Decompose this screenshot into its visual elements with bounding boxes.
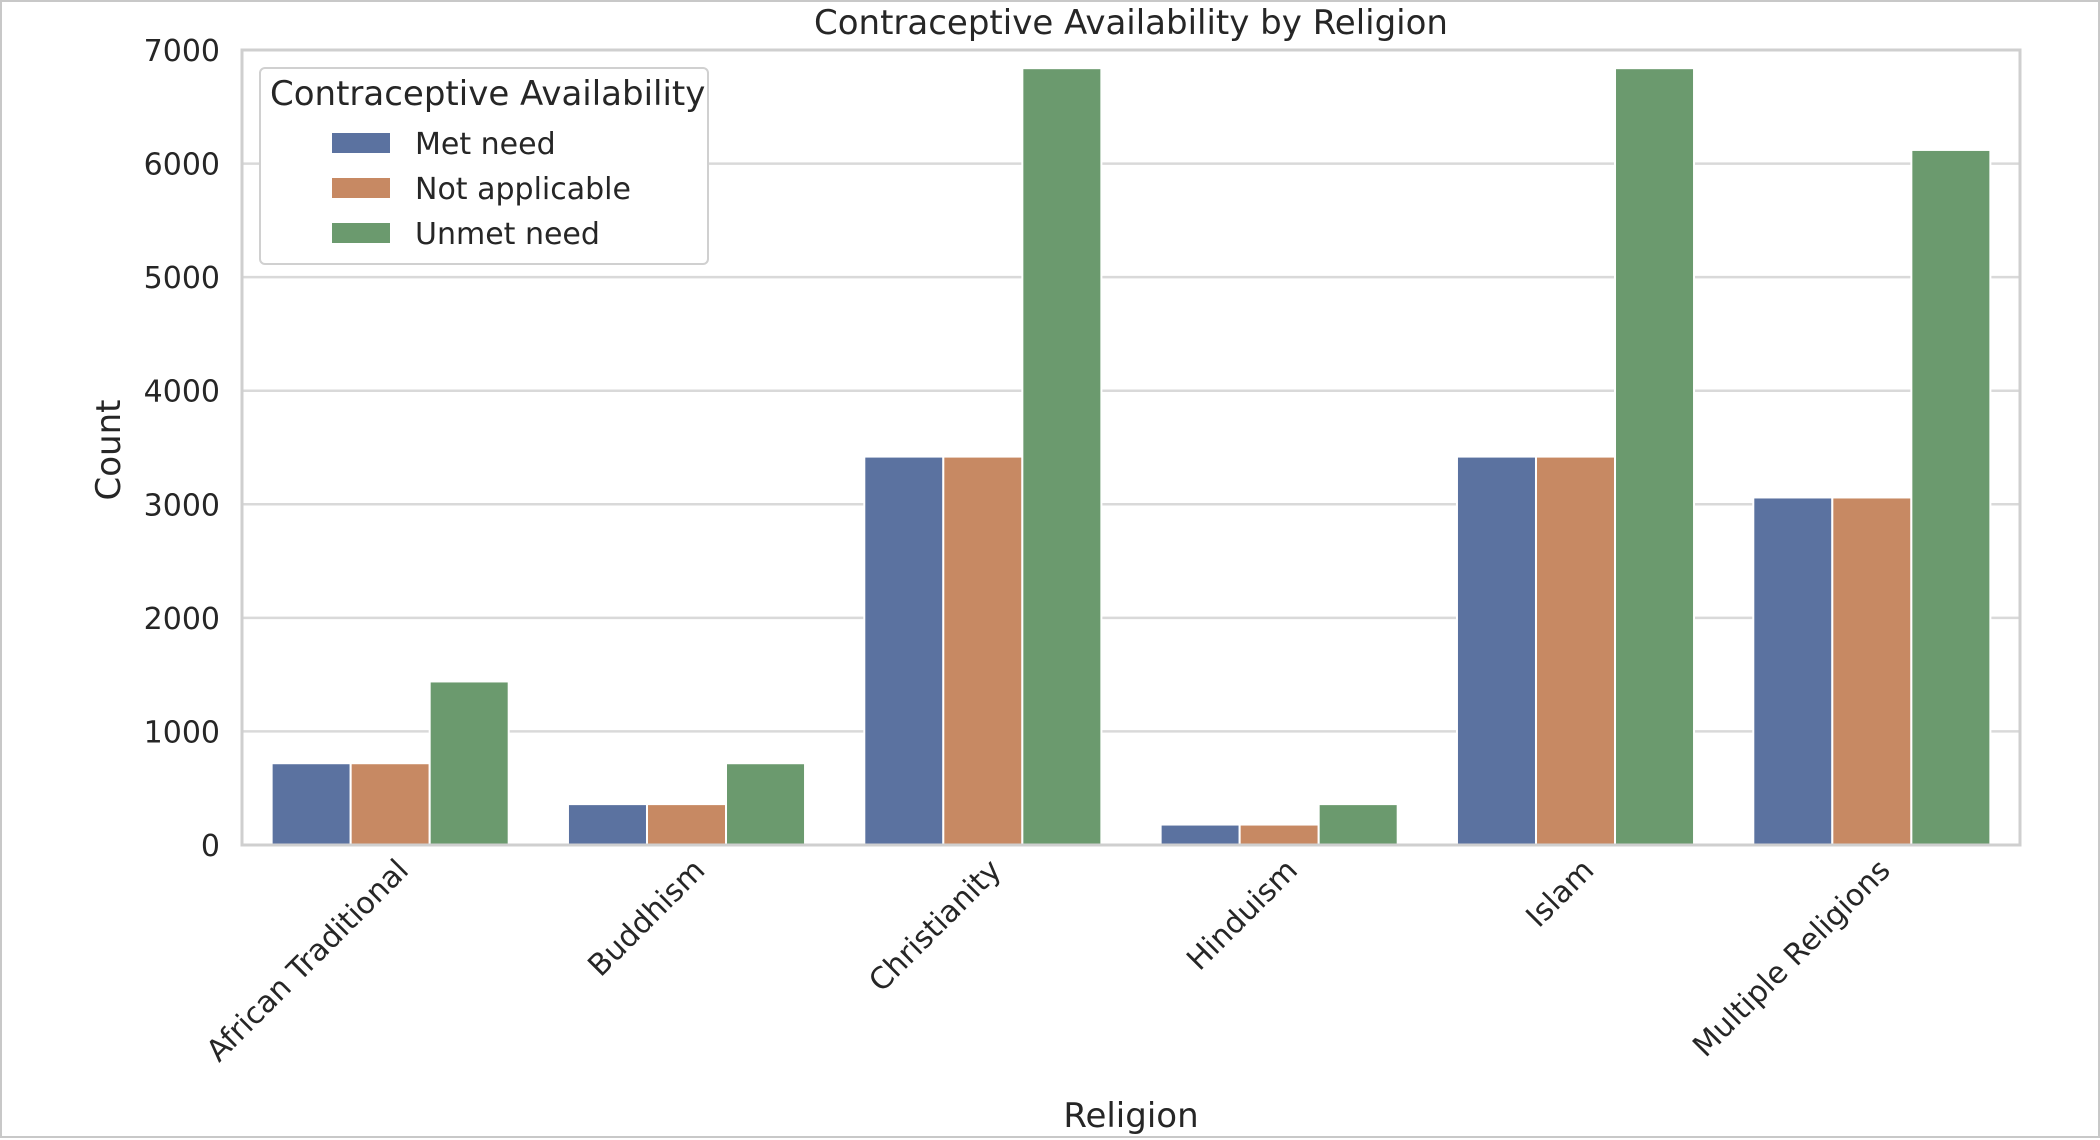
legend-title: Contraceptive Availability bbox=[270, 74, 705, 114]
bar-not-applicable bbox=[645, 803, 728, 846]
x-tick-label: African Traditional bbox=[200, 853, 416, 1069]
y-tick-label: 1000 bbox=[144, 715, 220, 750]
bar-not-applicable bbox=[349, 762, 431, 847]
bar-not-applicable bbox=[1534, 455, 1617, 846]
bar-unmet-need bbox=[1614, 67, 1696, 846]
bar-met-need bbox=[566, 803, 648, 846]
bars-layer bbox=[270, 67, 1992, 847]
legend-swatch bbox=[332, 178, 390, 198]
chart-title: Contraceptive Availability by Religion bbox=[814, 3, 1448, 43]
y-tick-label: 3000 bbox=[144, 488, 220, 523]
x-tick-label: Multiple Religions bbox=[1686, 853, 1897, 1064]
y-tick-label: 2000 bbox=[144, 602, 220, 637]
bar-not-applicable bbox=[1238, 823, 1320, 846]
legend: Contraceptive Availability Met need Not a… bbox=[259, 67, 709, 265]
bar-unmet-need bbox=[1910, 148, 1992, 846]
y-tick-label: 5000 bbox=[144, 261, 220, 296]
legend-swatch bbox=[332, 223, 390, 243]
x-tick-label: Buddhism bbox=[581, 853, 712, 984]
bar-met-need bbox=[270, 762, 352, 847]
bar-met-need bbox=[863, 455, 945, 846]
x-tick-label: Christianity bbox=[862, 853, 1008, 999]
bar-not-applicable bbox=[942, 455, 1024, 846]
bar-unmet-need bbox=[428, 680, 510, 847]
bar-not-applicable bbox=[1831, 496, 1913, 846]
y-tick-labels: 0 1000 2000 3000 4000 5000 6000 7000 bbox=[144, 34, 220, 864]
legend-items: Met need Not applicable Unmet need bbox=[332, 127, 631, 252]
legend-label: Met need bbox=[415, 127, 556, 162]
y-axis-label: Count bbox=[89, 400, 129, 501]
x-axis-label: Religion bbox=[1063, 1096, 1198, 1136]
bar-met-need bbox=[1455, 455, 1537, 846]
legend-swatch bbox=[332, 133, 390, 153]
y-tick-label: 4000 bbox=[144, 375, 220, 410]
legend-label: Unmet need bbox=[415, 217, 600, 252]
y-tick-label: 0 bbox=[201, 829, 220, 864]
bar-unmet-need bbox=[725, 762, 807, 847]
bar-unmet-need bbox=[1021, 67, 1103, 846]
x-tick-label: Hinduism bbox=[1180, 853, 1305, 978]
bar-unmet-need bbox=[1317, 803, 1399, 846]
y-tick-label: 6000 bbox=[144, 148, 220, 183]
bar-met-need bbox=[1159, 823, 1241, 846]
x-tick-label: Islam bbox=[1520, 853, 1602, 935]
bar-met-need bbox=[1752, 496, 1834, 846]
y-tick-label: 7000 bbox=[144, 34, 220, 69]
plot-frame bbox=[240, 48, 2022, 847]
frame-layer bbox=[240, 48, 2022, 847]
legend-box bbox=[259, 67, 709, 265]
x-tick-labels: African Traditional Buddhism Christianity H… bbox=[200, 853, 1898, 1069]
legend-label: Not applicable bbox=[415, 172, 631, 207]
